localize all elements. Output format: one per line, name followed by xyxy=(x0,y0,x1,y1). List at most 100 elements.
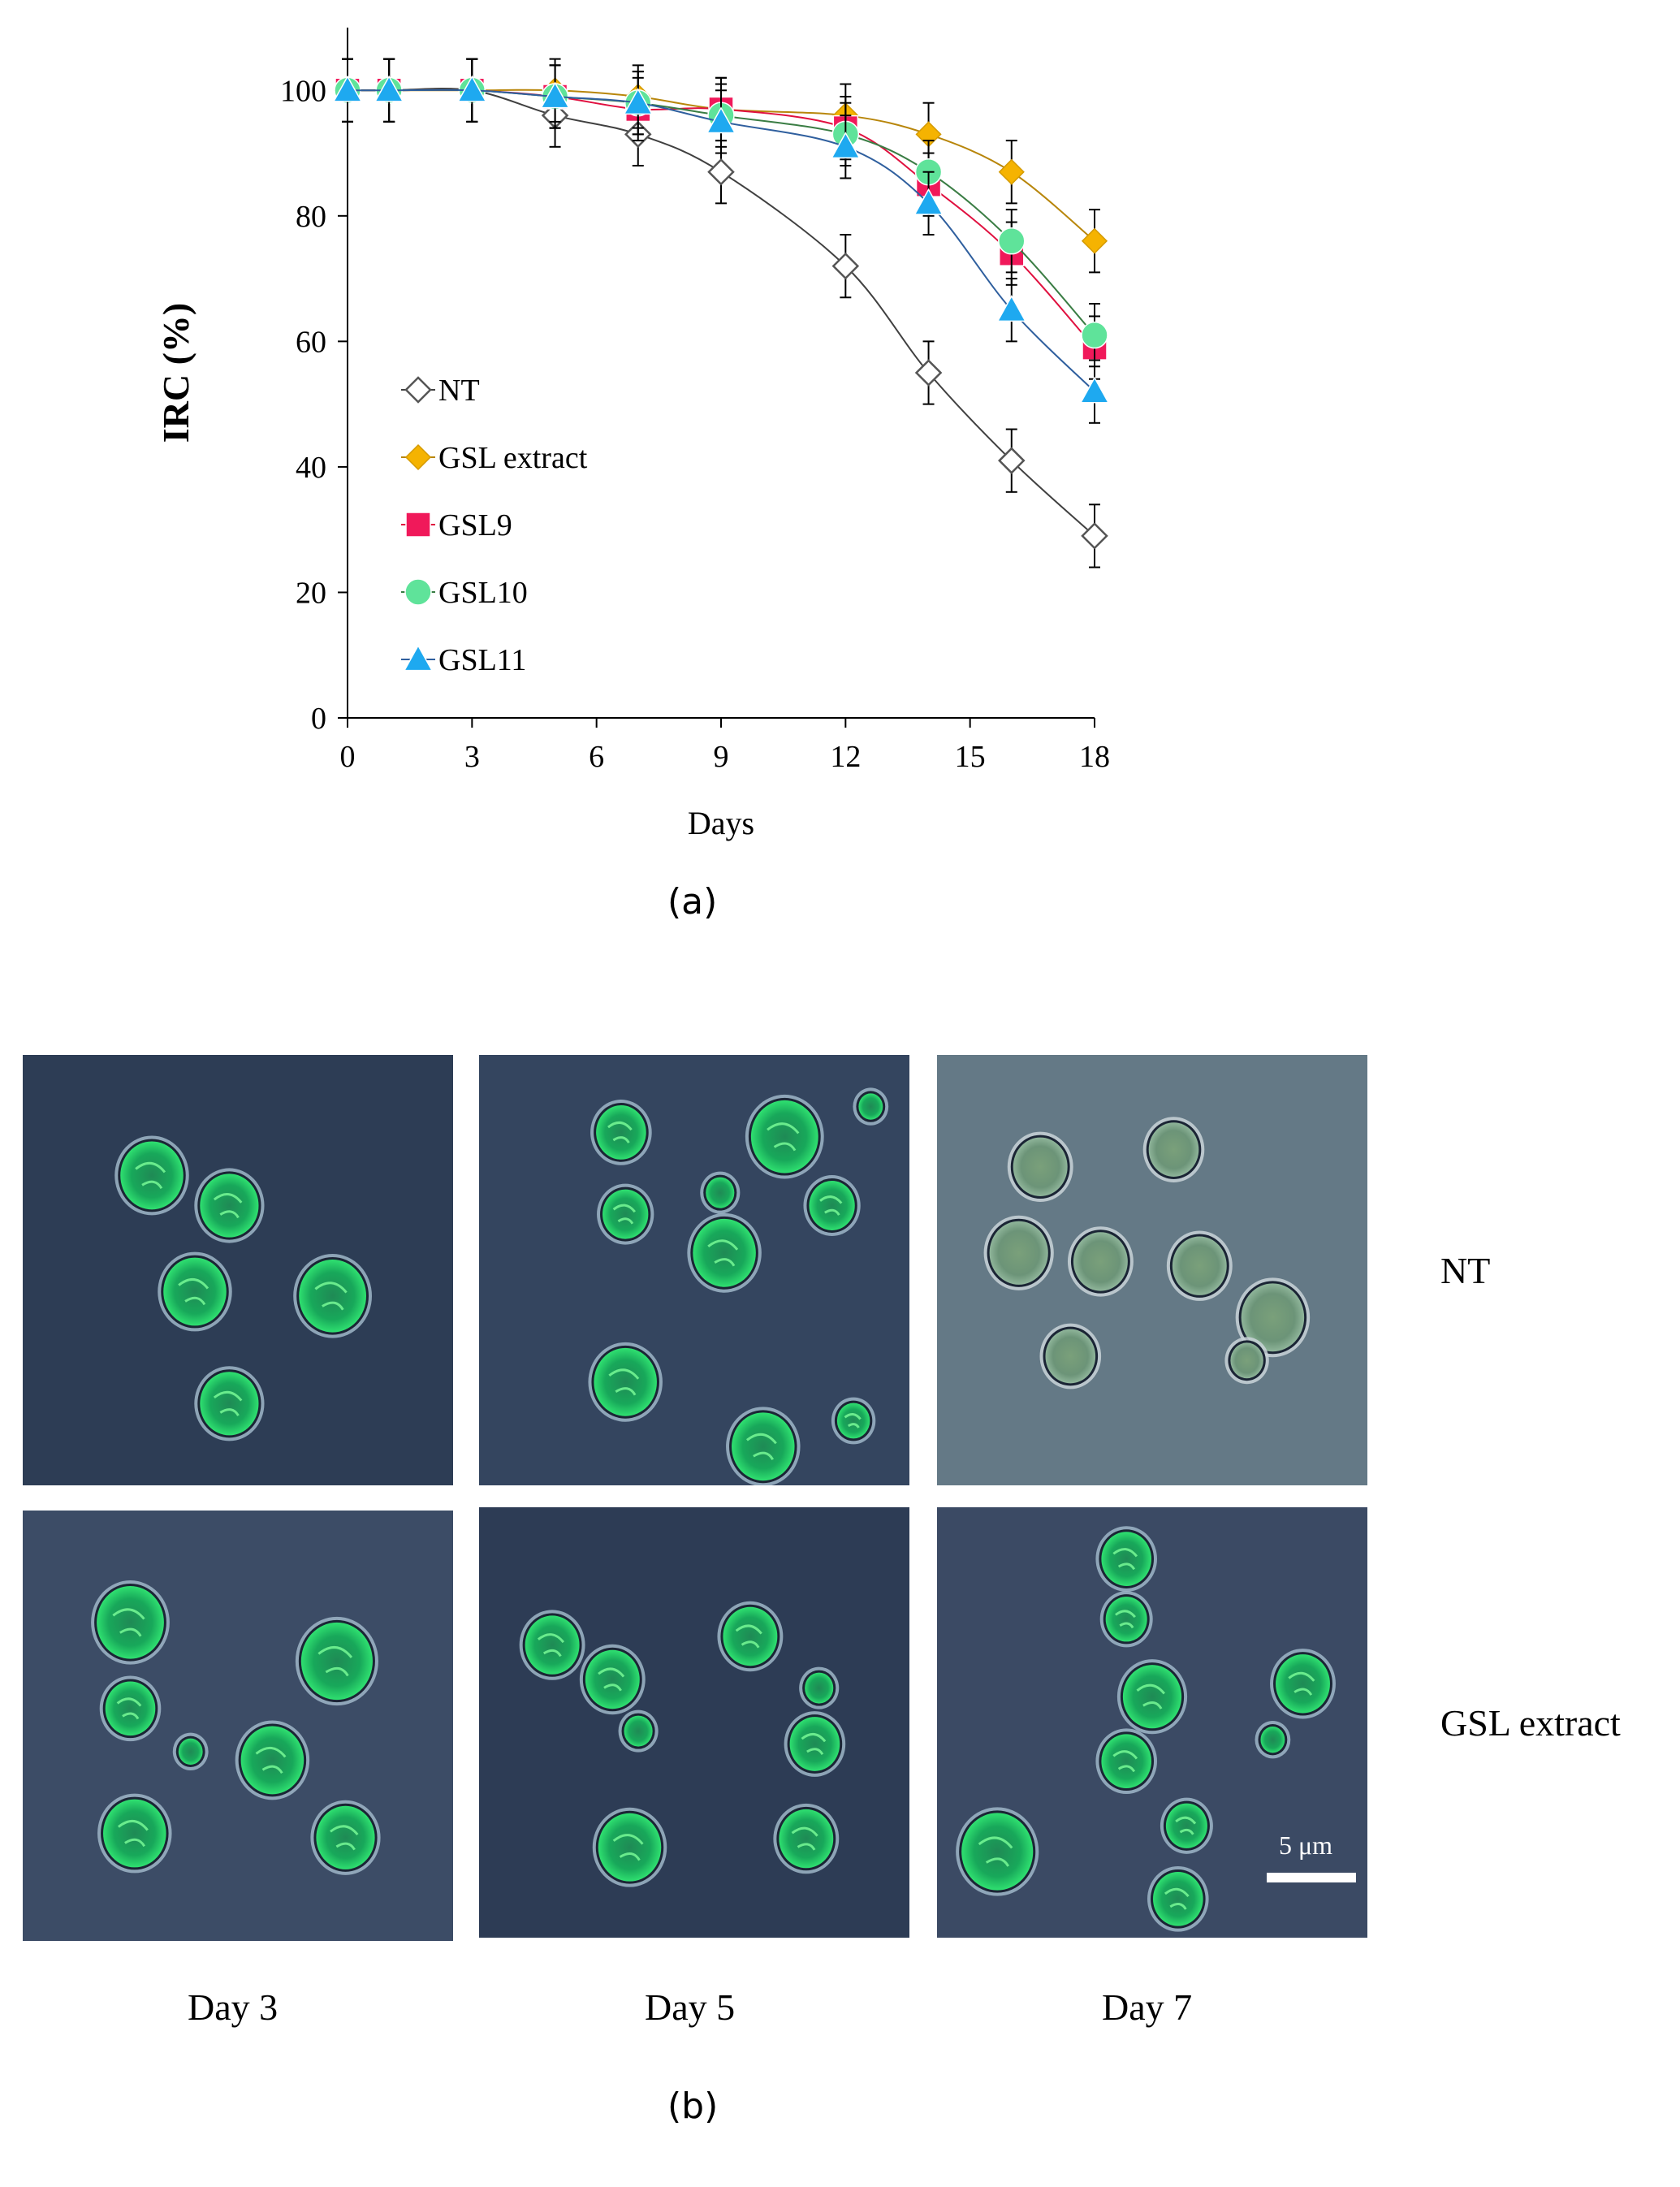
yeast-cell xyxy=(717,1601,784,1672)
legend-marker xyxy=(405,512,431,538)
data-point xyxy=(332,75,363,102)
yeast-cell xyxy=(1142,1117,1205,1182)
yeast-cell xyxy=(784,1711,846,1777)
yeast-cell xyxy=(687,1212,762,1293)
data-point xyxy=(457,75,487,102)
yeast-cell xyxy=(114,1135,189,1216)
data-point xyxy=(831,132,861,159)
yeast-cell xyxy=(745,1094,824,1179)
yeast-cell xyxy=(194,1168,265,1243)
micrograph-image xyxy=(479,1507,909,1938)
legend-marker xyxy=(403,644,434,672)
legend-marker xyxy=(404,578,432,606)
yeast-cell xyxy=(1116,1659,1188,1735)
yeast-cell xyxy=(597,1183,654,1245)
yeast-cell xyxy=(700,1171,741,1214)
yeast-cell xyxy=(194,1366,265,1441)
yeast-cell xyxy=(1235,1277,1311,1358)
yeast-cell xyxy=(799,1666,840,1709)
data-point xyxy=(1081,321,1108,349)
yeast-cell xyxy=(1095,1728,1157,1795)
yeast-cell xyxy=(97,1793,172,1874)
legend-label: GSL10 xyxy=(438,576,528,610)
micrograph-nt-day5 xyxy=(479,1055,909,1485)
legend-label: NT xyxy=(438,374,480,408)
x-tick-label: 15 xyxy=(955,740,986,774)
yeast-cell xyxy=(726,1407,801,1485)
micrograph-nt-day7 xyxy=(937,1055,1367,1485)
yeast-cell xyxy=(1166,1230,1233,1301)
yeast-cell xyxy=(172,1732,209,1770)
yeast-cell xyxy=(235,1720,310,1800)
yeast-cell xyxy=(1160,1797,1213,1854)
scale-bar xyxy=(1267,1873,1356,1882)
yeast-cell xyxy=(99,1675,162,1742)
micrograph-background xyxy=(479,1507,909,1938)
micrograph-image xyxy=(937,1055,1367,1485)
row-label-gsl-extract: GSL extract xyxy=(1440,1702,1621,1744)
data-point xyxy=(623,88,654,115)
yeast-cell xyxy=(1255,1721,1291,1759)
yeast-cell xyxy=(1007,1131,1073,1203)
y-tick-label: 20 xyxy=(296,576,326,610)
x-tick-label: 18 xyxy=(1079,740,1110,774)
x-axis-label: Days xyxy=(688,805,754,841)
data-point xyxy=(998,447,1026,474)
yeast-cell xyxy=(1099,1591,1153,1648)
series-line xyxy=(348,89,1095,392)
yeast-cell xyxy=(158,1251,232,1332)
data-point xyxy=(996,295,1027,322)
micrograph-image xyxy=(479,1055,909,1485)
micrograph-image xyxy=(23,1511,453,1941)
y-tick-label: 60 xyxy=(296,325,326,359)
legend-label: GSL11 xyxy=(438,643,526,677)
data-point xyxy=(1081,227,1108,254)
micrograph-nt-day3 xyxy=(23,1055,453,1485)
legend-marker xyxy=(404,443,432,471)
yeast-cell xyxy=(91,1580,170,1665)
legend-marker xyxy=(404,376,432,404)
yeast-cell xyxy=(310,1800,381,1875)
x-tick-label: 12 xyxy=(830,740,861,774)
x-tick-label: 0 xyxy=(340,740,356,774)
yeast-cell xyxy=(1224,1337,1269,1385)
micrograph-background xyxy=(23,1511,453,1941)
figure-caption-a: (a) xyxy=(667,881,718,923)
row-label-nt: NT xyxy=(1440,1250,1491,1291)
yeast-cell xyxy=(590,1100,652,1165)
irc-line-chart: 0 20 40 60 80 100 0 3 6 9 12 15 18 Days IRC (%) NT GSL e… xyxy=(155,28,1110,841)
x-tick-label: 6 xyxy=(589,740,604,774)
yeast-cell xyxy=(588,1342,663,1422)
y-tick-label: 0 xyxy=(311,702,326,736)
yeast-cell xyxy=(618,1709,659,1753)
micrograph-gsl-day7 xyxy=(937,1507,1367,1938)
data-point xyxy=(913,188,944,215)
data-point xyxy=(998,158,1025,185)
data-point xyxy=(707,158,735,186)
column-label-day3: Day 3 xyxy=(188,1986,279,2028)
data-point xyxy=(1079,376,1110,404)
yeast-cell xyxy=(803,1175,861,1236)
yeast-cell xyxy=(592,1807,667,1887)
figure-caption-b: (b) xyxy=(667,2085,719,2127)
series-gsl11 xyxy=(332,58,1110,424)
micrograph-gsl-day5 xyxy=(479,1507,909,1938)
chart-legend: NT GSL extract GSL9 GSL10 GSL11 xyxy=(401,374,588,677)
micrograph-gsl-day3 xyxy=(23,1511,453,1941)
data-point xyxy=(1081,522,1108,550)
yeast-cell xyxy=(853,1087,889,1126)
x-tick-label: 9 xyxy=(714,740,729,774)
yeast-cell xyxy=(1147,1865,1209,1932)
micrograph-image xyxy=(937,1507,1367,1938)
legend-label: GSL extract xyxy=(438,441,588,475)
micrograph-image xyxy=(23,1055,453,1485)
yeast-cell xyxy=(293,1254,372,1338)
yeast-cell xyxy=(773,1803,840,1874)
yeast-cell xyxy=(579,1644,646,1715)
yeast-cell xyxy=(295,1616,378,1706)
data-point xyxy=(831,252,860,280)
yeast-cell xyxy=(1270,1649,1336,1719)
data-point xyxy=(706,106,736,134)
yeast-cell xyxy=(956,1807,1039,1896)
y-axis-label: IRC (%) xyxy=(155,303,197,443)
